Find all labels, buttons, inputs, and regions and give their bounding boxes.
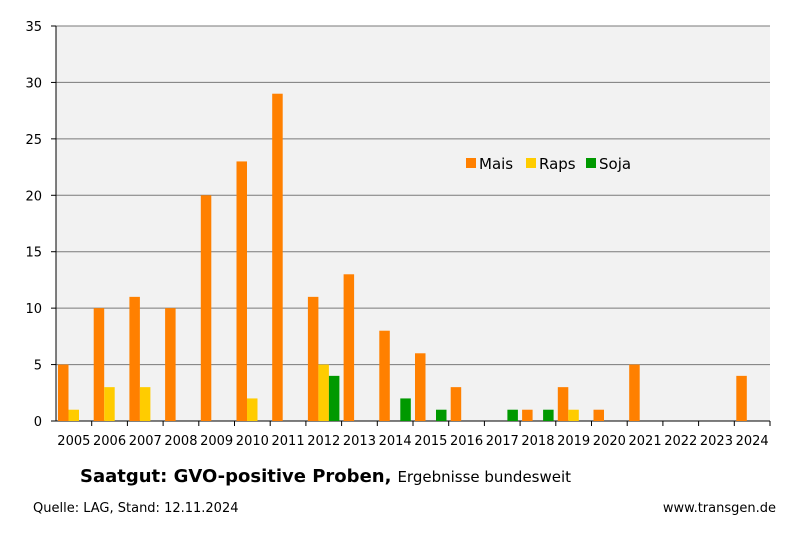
bar-mais xyxy=(165,308,176,421)
x-tick-label: 2018 xyxy=(521,434,554,449)
y-tick-label: 0 xyxy=(34,415,42,430)
x-tick-label: 2024 xyxy=(736,434,769,449)
caption-subtitle: Ergebnisse bundesweit xyxy=(397,468,572,486)
bar-mais xyxy=(593,409,604,421)
bar-soja xyxy=(436,409,447,421)
chart-caption: Saatgut: GVO-positive Proben, Ergebnisse … xyxy=(80,466,571,487)
legend-label-mais: Mais xyxy=(479,155,513,173)
x-tick-label: 2006 xyxy=(93,434,126,449)
x-tick-label: 2012 xyxy=(307,434,340,449)
bar-soja xyxy=(400,398,411,421)
x-tick-label: 2022 xyxy=(664,434,697,449)
bar-mais xyxy=(93,308,105,421)
bar-mais xyxy=(129,296,140,421)
legend: Mais Raps Soja xyxy=(466,155,631,173)
plot-area xyxy=(56,26,770,421)
legend-label-soja: Soja xyxy=(599,155,631,173)
y-tick-label: 10 xyxy=(25,302,42,317)
x-tick-label: 2013 xyxy=(343,434,376,449)
bar-mais xyxy=(379,330,390,421)
bar-mais xyxy=(415,353,426,421)
x-tick-label: 2010 xyxy=(236,434,269,449)
legend-swatch-raps xyxy=(526,158,536,168)
legend-swatch-mais xyxy=(466,158,476,168)
x-tick-label: 2009 xyxy=(200,434,233,449)
x-tick-label: 2020 xyxy=(593,434,626,449)
x-tick-label: 2011 xyxy=(272,434,305,449)
bar-mais xyxy=(236,161,247,421)
y-tick-label: 20 xyxy=(25,189,42,204)
bar-mais xyxy=(450,387,462,421)
bar-soja xyxy=(543,409,554,421)
bar-raps xyxy=(247,398,258,421)
x-tick-label: 2023 xyxy=(700,434,733,449)
bar-raps xyxy=(139,387,151,421)
bar-mais xyxy=(736,375,747,421)
bar-mais xyxy=(629,364,640,421)
legend-label-raps: Raps xyxy=(539,155,576,173)
bar-mais xyxy=(200,195,212,421)
bar-raps xyxy=(318,364,329,421)
bar-mais xyxy=(557,387,569,421)
x-tick-label: 2007 xyxy=(129,434,162,449)
y-tick-label: 5 xyxy=(34,359,42,374)
bar-soja xyxy=(507,409,518,421)
legend-swatch-soja xyxy=(586,158,596,168)
bars xyxy=(58,93,747,421)
bar-mais xyxy=(522,409,533,421)
y-tick-label: 25 xyxy=(25,133,42,148)
x-tick-label: 2014 xyxy=(379,434,412,449)
x-tick-label: 2021 xyxy=(629,434,662,449)
x-tick-label: 2016 xyxy=(450,434,483,449)
x-tick-label: 2017 xyxy=(486,434,519,449)
bar-raps xyxy=(104,387,115,421)
x-tick-label: 2008 xyxy=(164,434,197,449)
bar-mais xyxy=(272,93,283,421)
caption-title: Saatgut: GVO-positive Proben, xyxy=(80,466,392,487)
x-axis-ticks: 2005 2006 2007 2008 2009 2010 2011 2012 2013 2014… xyxy=(57,421,771,449)
source-note: Quelle: LAG, Stand: 12.11.2024 xyxy=(33,501,239,516)
y-tick-label: 30 xyxy=(25,76,42,91)
website-link[interactable]: www.transgen.de xyxy=(662,501,776,516)
bar-raps xyxy=(68,409,79,421)
bar-mais xyxy=(307,296,319,421)
x-tick-label: 2005 xyxy=(57,434,90,449)
y-tick-label: 35 xyxy=(25,20,42,35)
y-axis-ticks: 0 5 10 15 20 25 30 35 xyxy=(25,20,42,430)
bar-raps xyxy=(568,409,579,421)
bar-mais xyxy=(58,364,69,421)
y-tick-label: 15 xyxy=(25,246,42,261)
bar-mais xyxy=(343,274,355,421)
bar-soja xyxy=(328,375,340,421)
x-tick-label: 2015 xyxy=(414,434,447,449)
x-tick-label: 2019 xyxy=(557,434,590,449)
